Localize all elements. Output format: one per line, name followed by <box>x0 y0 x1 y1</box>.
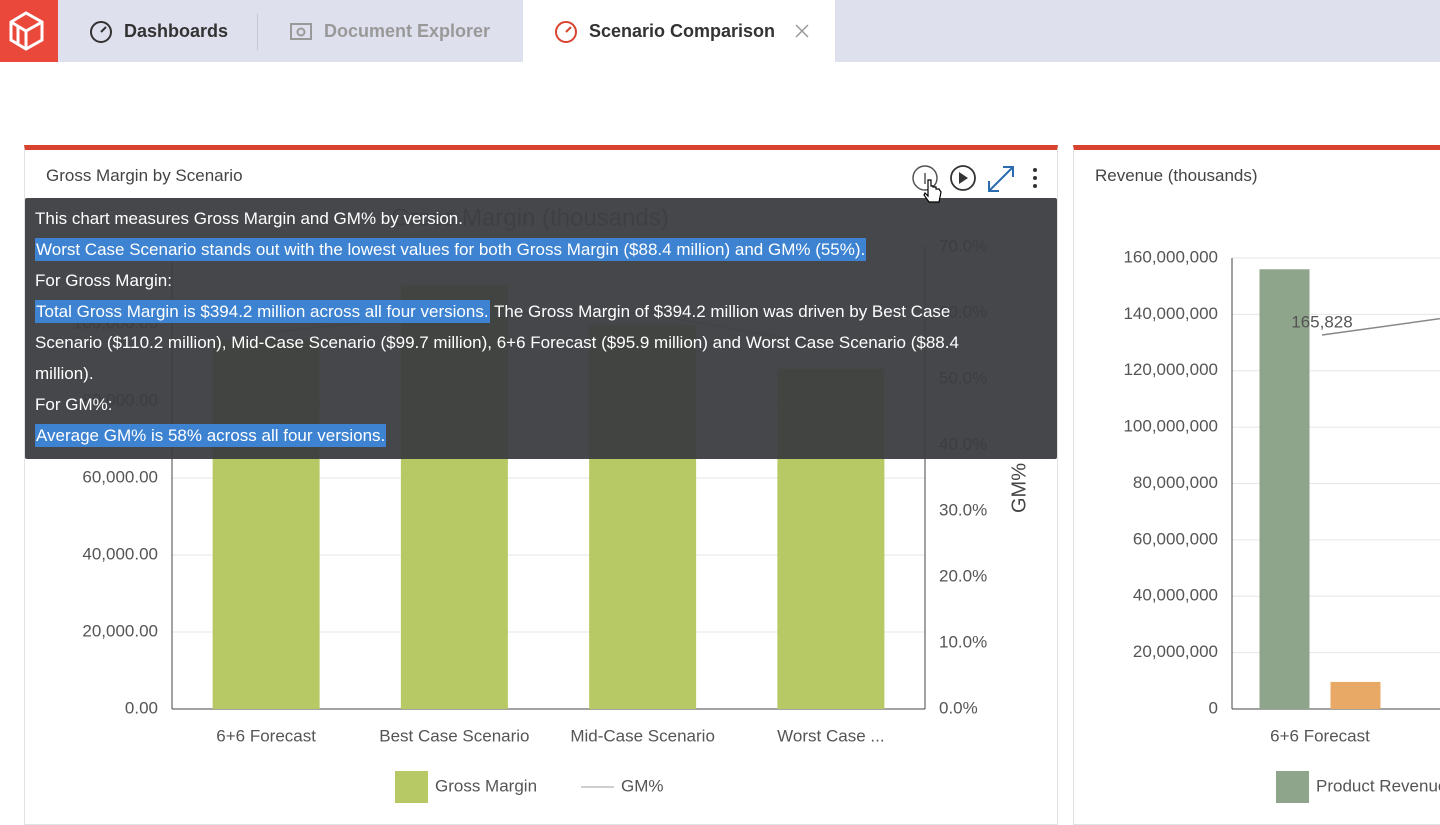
y-tick-label: 80,000,000 <box>1133 473 1218 492</box>
bar <box>1259 269 1310 709</box>
y-tick-label: 60,000.00 <box>82 467 158 486</box>
tab-label: Document Explorer <box>324 20 491 41</box>
logo-icon <box>9 11 44 51</box>
tab[interactable]: Document Explorer <box>288 0 490 62</box>
dashboard-icon <box>90 21 112 43</box>
tab-label: Scenario Comparison <box>589 20 776 41</box>
dashboard-icon <box>555 21 577 43</box>
y2-tick-label: 20.0% <box>939 566 987 585</box>
y-tick-label: 40,000.00 <box>82 544 158 563</box>
y-tick-label: 40,000,000 <box>1133 586 1218 605</box>
tooltip-paragraph: For GM%: <box>35 389 1017 420</box>
tooltip-paragraph: Average GM% is 58% across all four versi… <box>35 420 1017 451</box>
y-tick-label: 20,000,000 <box>1133 642 1218 661</box>
panel-toolbar <box>912 165 1037 192</box>
app-logo[interactable] <box>0 0 58 62</box>
y-tick-label: 0 <box>1209 698 1218 717</box>
legend-label: Gross Margin <box>435 776 537 795</box>
y2-tick-label: 0.0% <box>939 698 978 717</box>
legend-swatch <box>1276 771 1309 803</box>
y-tick-label: 100,000,000 <box>1123 417 1218 436</box>
x-tick-label: 6+6 Forecast <box>216 726 316 745</box>
panel-title: Gross Margin by Scenario <box>46 166 243 185</box>
tab-label: Dashboards <box>124 20 229 41</box>
y2-axis-label: GM% <box>1008 463 1030 513</box>
tab-active[interactable]: Scenario Comparison <box>523 0 835 62</box>
y-tick-label: 20,000.00 <box>82 621 158 640</box>
tooltip-paragraph: Total Gross Margin is $394.2 million acr… <box>35 296 1017 389</box>
y2-tick-label: 30.0% <box>939 500 987 519</box>
highlighted-text: Average GM% is 58% across all four versi… <box>35 424 387 447</box>
bar <box>1330 681 1381 709</box>
y2-tick-label: 10.0% <box>939 632 987 651</box>
tab[interactable]: Dashboards <box>88 0 228 62</box>
x-tick-label: Worst Case ... <box>777 726 884 745</box>
tooltip-text: For GM%: <box>35 395 113 414</box>
menu-button[interactable] <box>1033 168 1037 188</box>
tooltip-paragraph: Worst Case Scenario stands out with the … <box>35 234 1017 265</box>
legend-label: GM% <box>621 776 664 795</box>
tooltip-paragraph: This chart measures Gross Margin and GM%… <box>35 203 1017 234</box>
data-label: 165,828 <box>1291 312 1352 331</box>
tab-bar: Dashboards Document Explorer Scenario Co… <box>0 0 1440 62</box>
tooltip-paragraph: For Gross Margin: <box>35 265 1017 296</box>
info-button[interactable] <box>912 165 938 191</box>
y-tick-label: 120,000,000 <box>1123 360 1218 379</box>
tooltip-text: For Gross Margin: <box>35 271 172 290</box>
y-tick-label: 160,000,000 <box>1123 247 1218 266</box>
y-tick-label: 60,000,000 <box>1133 529 1218 548</box>
expand-button[interactable] <box>988 166 1014 192</box>
y-tick-label: 140,000,000 <box>1123 304 1218 323</box>
insight-tooltip: This chart measures Gross Margin and GM%… <box>25 198 1057 459</box>
close-tab[interactable] <box>787 18 817 44</box>
x-tick-label: 6+6 Forecast <box>1270 726 1370 745</box>
legend-swatch <box>395 771 428 803</box>
x-tick-label: Mid-Case Scenario <box>570 726 715 745</box>
play-button[interactable] <box>950 165 976 191</box>
legend-label: Product Revenue <box>1316 776 1440 795</box>
folder-icon <box>290 23 312 40</box>
tooltip-text: This chart measures Gross Margin and GM%… <box>35 209 463 228</box>
mouse-cursor <box>923 179 942 203</box>
panel-title: Revenue (thousands) <box>1095 166 1258 185</box>
y-tick-label: 0.00 <box>125 698 158 717</box>
x-tick-label: Best Case Scenario <box>379 726 529 745</box>
tab-separator <box>257 14 258 50</box>
annotation-line <box>1321 317 1440 336</box>
highlighted-text: Worst Case Scenario stands out with the … <box>35 238 867 261</box>
tooltip-text: The Gross Margin of $394.2 million was d… <box>35 302 959 383</box>
highlighted-text: Total Gross Margin is $394.2 million acr… <box>35 300 490 323</box>
